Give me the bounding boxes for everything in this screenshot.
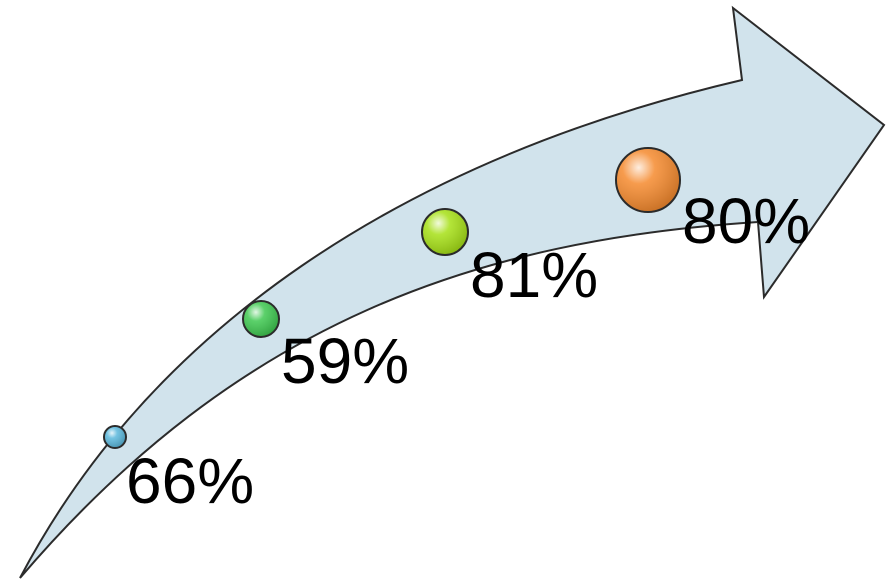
- milestone-ball-highlight: [423, 210, 467, 254]
- milestone-1: 66%: [103, 425, 254, 517]
- milestone-percent-label: 80%: [682, 185, 810, 257]
- milestone-ball-highlight: [617, 149, 679, 211]
- milestone-percent-label: 81%: [470, 239, 598, 311]
- milestone-3: 81%: [421, 208, 598, 311]
- milestone-percent-label: 66%: [126, 445, 254, 517]
- curved-arrow: [19, 5, 886, 579]
- milestone-percent-label: 59%: [281, 325, 409, 397]
- milestone-2: 59%: [242, 300, 409, 397]
- milestone-ball-highlight: [105, 427, 125, 447]
- milestone-ball-highlight: [244, 302, 278, 336]
- milestone-4: 80%: [615, 147, 810, 257]
